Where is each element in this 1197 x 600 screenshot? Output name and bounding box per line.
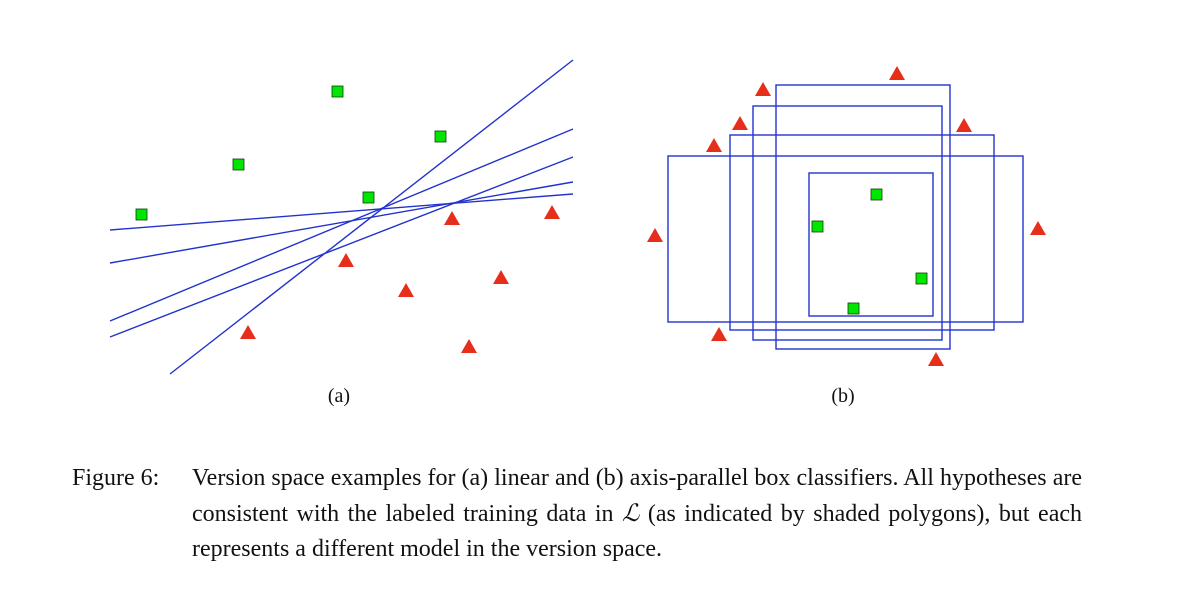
positive-point	[915, 272, 928, 285]
panel-b-box-classifiers	[647, 66, 1046, 366]
negative-point	[928, 352, 944, 366]
hypothesis-box	[667, 155, 1024, 323]
hypothesis-boxes	[667, 84, 1024, 350]
hypothesis-box	[775, 84, 951, 350]
negative-points	[647, 66, 1046, 366]
positive-point	[362, 191, 375, 204]
negative-point	[732, 116, 748, 130]
positive-point	[331, 85, 344, 98]
negative-point	[240, 325, 256, 339]
positive-point	[811, 220, 824, 233]
negative-point	[711, 327, 727, 341]
labeled-set-symbol: ℒ	[622, 499, 640, 527]
hypothesis-line	[109, 128, 574, 322]
negative-point	[647, 228, 663, 242]
positive-points	[135, 85, 447, 221]
negative-point	[889, 66, 905, 80]
positive-point	[434, 130, 447, 143]
positive-points	[811, 188, 928, 315]
positive-point	[847, 302, 860, 315]
caption-text-before: Version space examples for (a) linear an…	[192, 465, 1082, 527]
negative-points	[240, 205, 560, 353]
positive-point	[232, 158, 245, 171]
negative-point	[1030, 221, 1046, 235]
positive-point	[870, 188, 883, 201]
negative-point	[956, 118, 972, 132]
negative-point	[544, 205, 560, 219]
negative-point	[493, 270, 509, 284]
negative-point	[755, 82, 771, 96]
hypothesis-box	[808, 172, 934, 317]
hypothesis-box	[752, 105, 943, 341]
negative-point	[444, 211, 460, 225]
hypothesis-lines	[109, 59, 574, 375]
hypothesis-line	[169, 59, 574, 375]
negative-point	[461, 339, 477, 353]
hypothesis-box	[729, 134, 995, 331]
panel-a-linear-classifiers	[109, 59, 574, 375]
caption-label: Figure 6:	[72, 465, 160, 491]
positive-point	[135, 208, 148, 221]
negative-point	[338, 253, 354, 267]
hypothesis-line	[109, 181, 574, 264]
caption-text-after: (as indicated by shaded polygons), but e…	[192, 501, 1083, 562]
negative-point	[398, 283, 414, 297]
caption-text: Version space examples for (a) linear an…	[192, 461, 1082, 567]
figure-caption: Figure 6: Version space examples for (a) …	[72, 461, 1102, 567]
subcaption-a: (a)	[327, 385, 351, 407]
hypothesis-line	[109, 156, 574, 338]
hypothesis-line	[109, 193, 574, 231]
negative-point	[706, 138, 722, 152]
figure-graphic	[109, 59, 1046, 375]
subcaption-b: (b)	[831, 385, 855, 407]
